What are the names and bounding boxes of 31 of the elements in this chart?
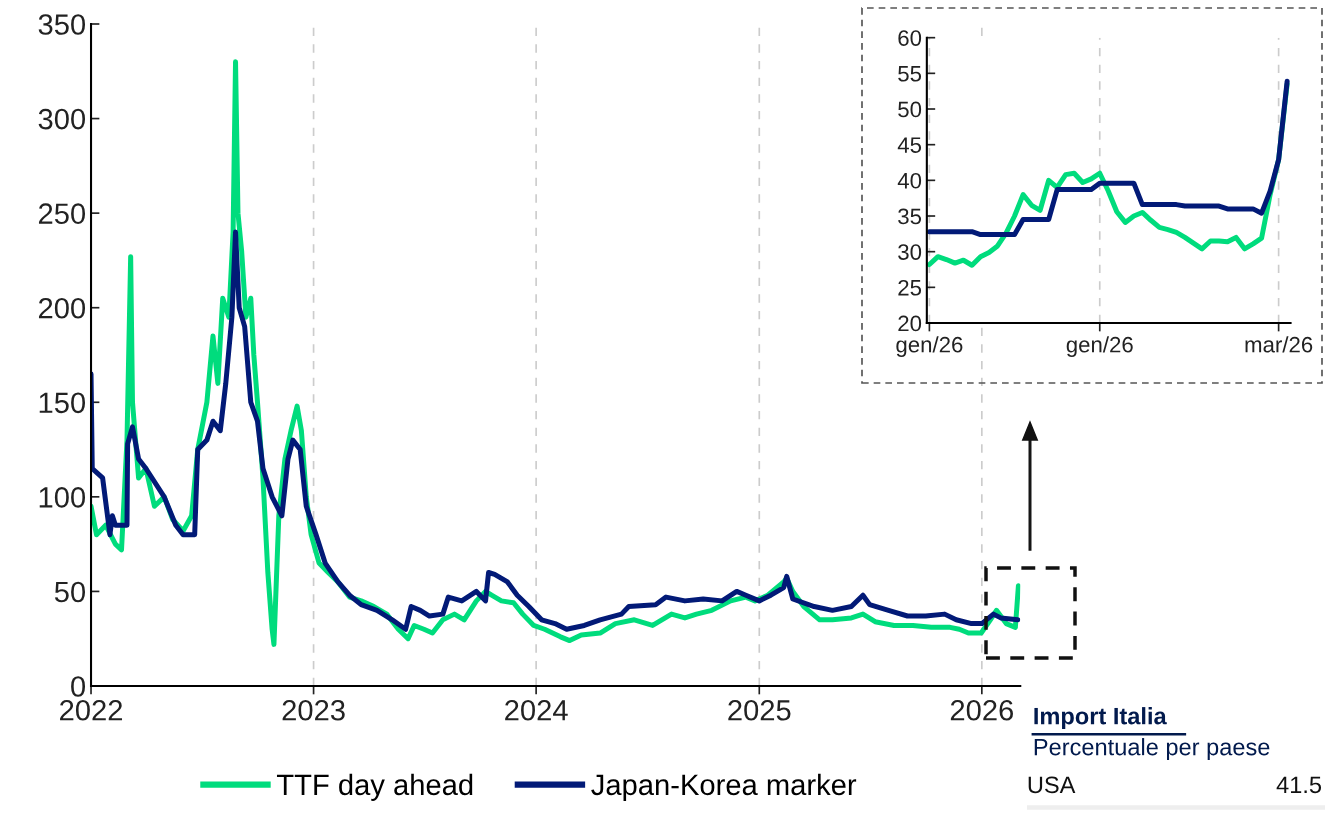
x-tick-label: 2026 (950, 699, 1013, 721)
y-tick-label: 60 (898, 30, 922, 46)
y-tick-label: 200 (38, 297, 86, 319)
x-tick-label: 2025 (728, 699, 791, 721)
y-tick-label: 25 (898, 279, 922, 296)
y-tick-label: 30 (898, 244, 922, 260)
y-tick-label: 50 (898, 101, 922, 118)
y-tick-label: 150 (39, 392, 86, 414)
text: USA (1028, 776, 1076, 794)
y-tick-label: 20 (898, 315, 922, 332)
y-tick-label: 0 (71, 676, 86, 697)
x-tick-label: 2024 (505, 699, 568, 721)
y-tick-label: 45 (897, 137, 922, 153)
y-tick-label: 50 (54, 581, 86, 603)
x-tick-label: 2022 (60, 699, 123, 721)
y-tick-label: 40 (897, 172, 922, 189)
x-tick-label: gen/26 (1066, 336, 1133, 357)
text: Import Italia (1034, 707, 1167, 730)
y-tick-label: 250 (38, 203, 86, 224)
y-tick-label: 350 (38, 14, 86, 35)
y-tick-label: 35 (898, 208, 922, 225)
y-tick-label: 100 (39, 487, 86, 508)
text: 41.5 (1276, 776, 1322, 794)
legend-label: TTF day ahead (276, 773, 473, 801)
x-tick-label: gen/26 (896, 336, 963, 357)
x-tick-label: 2023 (282, 699, 345, 721)
legend-label: Japan-Korea marker (591, 773, 857, 801)
x-tick-label: mar/26 (1245, 336, 1313, 353)
y-tick-label: 300 (38, 108, 86, 130)
y-tick-label: 55 (898, 66, 922, 82)
text: Percentuale per paese (1034, 738, 1270, 761)
